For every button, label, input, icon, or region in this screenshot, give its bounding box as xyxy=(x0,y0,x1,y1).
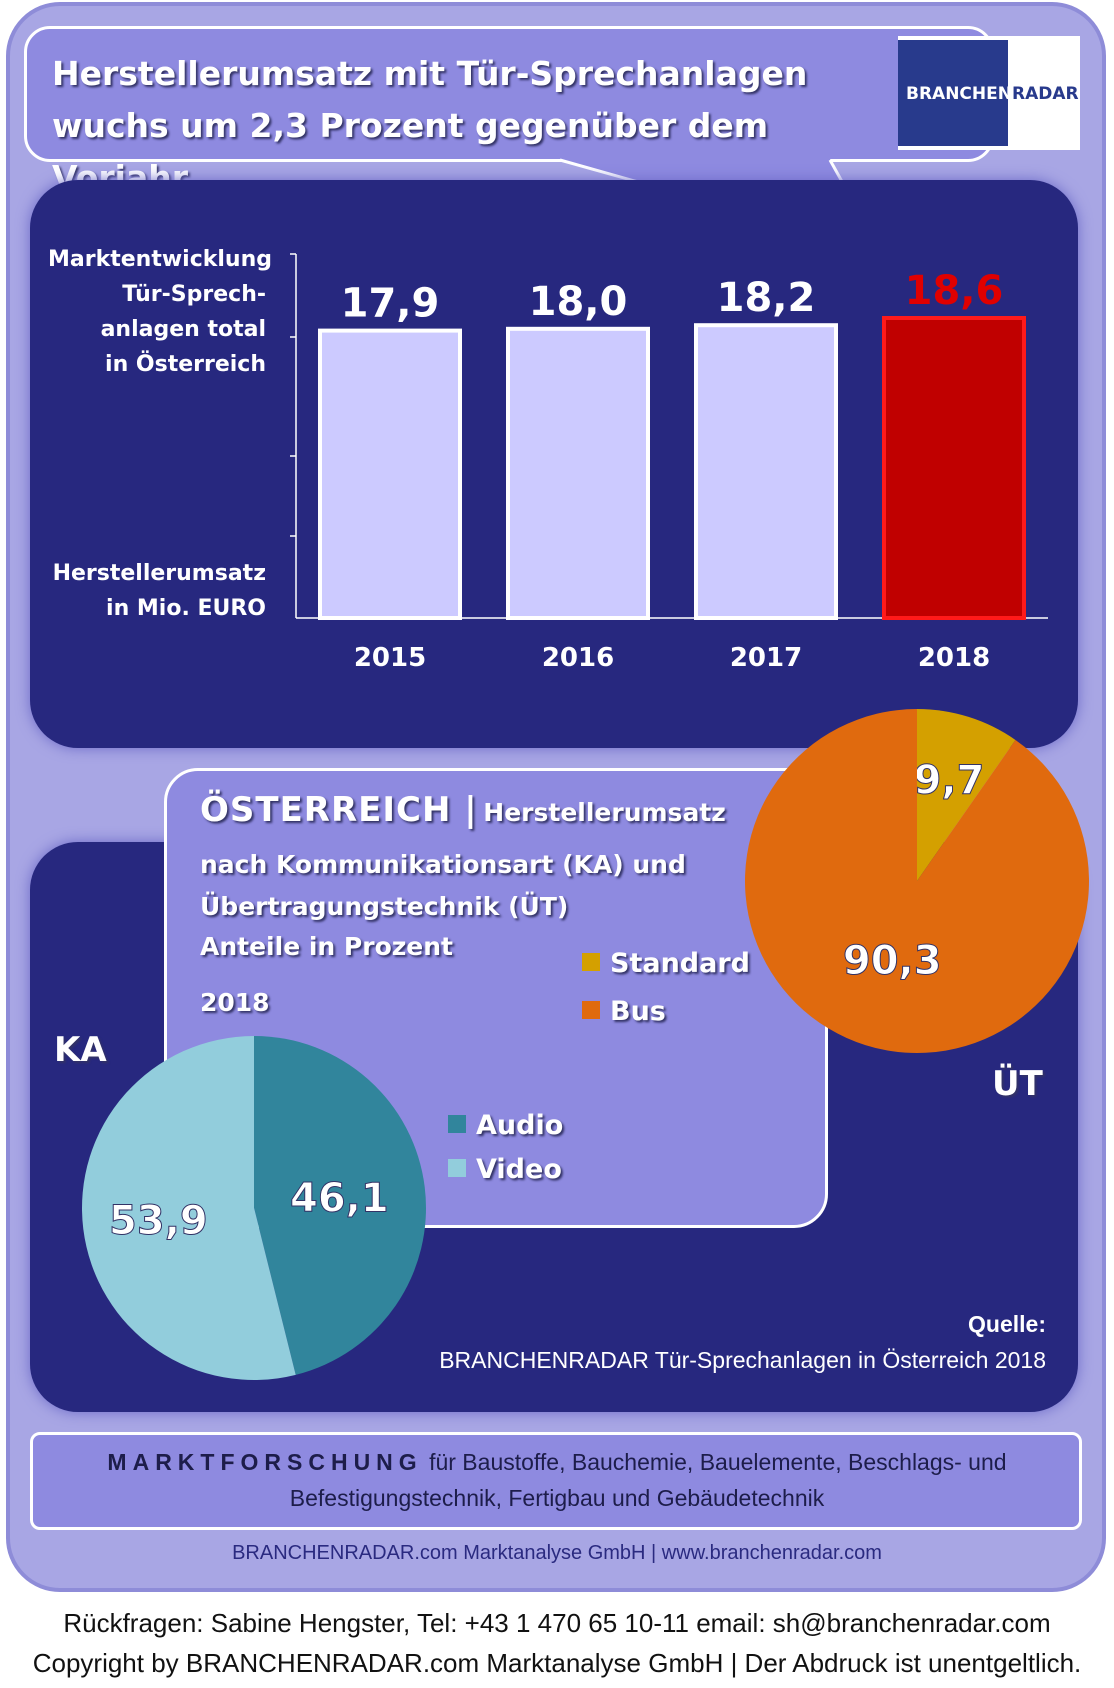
legend-label-audio: Audio xyxy=(476,1110,564,1141)
bar-chart-title: Marktentwicklung Tür-Sprech- anlagen tot… xyxy=(48,242,272,382)
legend-label-video: Video xyxy=(476,1154,562,1185)
info-year: 2018 xyxy=(200,988,270,1017)
bar-value-label: 17,9 xyxy=(341,281,440,327)
x-tick-label: 2017 xyxy=(730,643,802,673)
ka-value-label: 46,1 xyxy=(290,1175,389,1221)
bar-2018 xyxy=(882,316,1026,620)
legend-swatch-bus xyxy=(582,1000,600,1019)
footer-line2: Befestigungstechnik, Fertigbau und Gebäu… xyxy=(289,1485,825,1511)
info-heading-country: ÖSTERREICH | xyxy=(200,790,478,830)
logo-part1: BRANCHEN xyxy=(906,84,1012,104)
footer-lead: MARKTFORSCHUNG xyxy=(107,1449,423,1475)
ka-slice-audio xyxy=(254,1036,427,1375)
legend-swatch-video xyxy=(448,1158,466,1177)
ut-value-label: 90,3 xyxy=(843,938,942,984)
bar-2015 xyxy=(318,328,462,620)
legend-video: Video xyxy=(448,1154,562,1185)
bar-value-label: 18,6 xyxy=(905,268,1004,314)
ylabel-line: Herstellerumsatz xyxy=(52,561,266,586)
legend-label-standard: Standard xyxy=(610,948,750,979)
x-tick-label: 2018 xyxy=(918,643,990,673)
x-tick-label: 2016 xyxy=(542,643,614,673)
ut-value-label: 9,7 xyxy=(914,757,985,803)
bar-2017 xyxy=(694,323,838,620)
headline-line1: Herstellerumsatz mit Tür-Sprechanlagen xyxy=(52,54,808,93)
ka-pie-title: KA xyxy=(54,1030,107,1070)
legend-swatch-audio xyxy=(448,1114,466,1133)
ka-slice-video xyxy=(82,1036,296,1380)
bar-2016 xyxy=(506,326,650,620)
legend-audio: Audio xyxy=(448,1110,563,1141)
bar-chart: 17,9 2015 18,0 2016 18,2 2017 18,6 2018 xyxy=(290,253,1048,673)
bar-value-label: 18,0 xyxy=(529,279,628,325)
ut-slice-standard xyxy=(917,709,1016,881)
bar-title-line: Marktentwicklung xyxy=(48,247,272,272)
ut-pie-title: ÜT xyxy=(992,1064,1043,1104)
source-note: Quelle: BRANCHENRADAR Tür-Sprechanlagen … xyxy=(439,1306,1046,1378)
headline: Herstellerumsatz mit Tür-Sprechanlagen w… xyxy=(52,48,872,204)
bar-title-line: in Österreich xyxy=(105,352,266,377)
info-heading-metric: Herstellerumsatz xyxy=(483,798,726,827)
info-line3: Anteile in Prozent xyxy=(200,932,454,961)
logo-box xyxy=(898,40,1008,146)
footer-url: BRANCHENRADAR.com Marktanalyse GmbH | ww… xyxy=(232,1542,882,1564)
source-text: BRANCHENRADAR Tür-Sprechanlagen in Öster… xyxy=(439,1347,1046,1373)
legend-label-bus: Bus xyxy=(610,996,666,1027)
info-line2: Übertragungstechnik (ÜT) xyxy=(200,892,569,921)
bar-title-line: anlagen total xyxy=(100,317,266,342)
bar-chart-ylabel: Herstellerumsatz in Mio. EURO xyxy=(48,556,266,626)
info-line1: nach Kommunikationsart (KA) und xyxy=(200,850,686,879)
bar-value-label: 18,2 xyxy=(717,275,816,321)
legend-bus: Bus xyxy=(582,996,666,1027)
headline-line2: wuchs um 2,3 Prozent gegenüber dem Vorja… xyxy=(52,106,769,197)
pie-charts: 9,7 90,3 46,1 53,9 xyxy=(82,709,1089,1380)
copyright-line: Copyright by BRANCHENRADAR.com Marktanal… xyxy=(32,1648,1082,1678)
legend-swatch-standard xyxy=(582,952,600,971)
branchenradar-logo: BRANCHENRADAR xyxy=(898,36,1080,150)
logo-part2: RADAR xyxy=(1011,84,1079,104)
info-heading: ÖSTERREICH | Herstellerumsatz xyxy=(200,790,726,830)
footer-box xyxy=(30,1432,1082,1530)
logo-text: BRANCHENRADAR xyxy=(906,84,1079,104)
footer-rest1: für Baustoffe, Bauchemie, Bauelemente, B… xyxy=(422,1449,1007,1475)
headline-bubble xyxy=(24,26,994,162)
footer-text: MARKTFORSCHUNG für Baustoffe, Bauchemie,… xyxy=(40,1444,1074,1516)
x-tick-label: 2015 xyxy=(354,643,426,673)
ylabel-line: in Mio. EURO xyxy=(106,596,266,621)
legend-standard: Standard xyxy=(582,948,750,979)
ka-value-label: 53,9 xyxy=(109,1198,208,1244)
bar-title-line: Tür-Sprech- xyxy=(122,282,266,307)
source-label: Quelle: xyxy=(968,1311,1046,1337)
contact-line: Rückfragen: Sabine Hengster, Tel: +43 1 … xyxy=(63,1608,1051,1638)
ut-slice-bus xyxy=(744,709,1089,1053)
